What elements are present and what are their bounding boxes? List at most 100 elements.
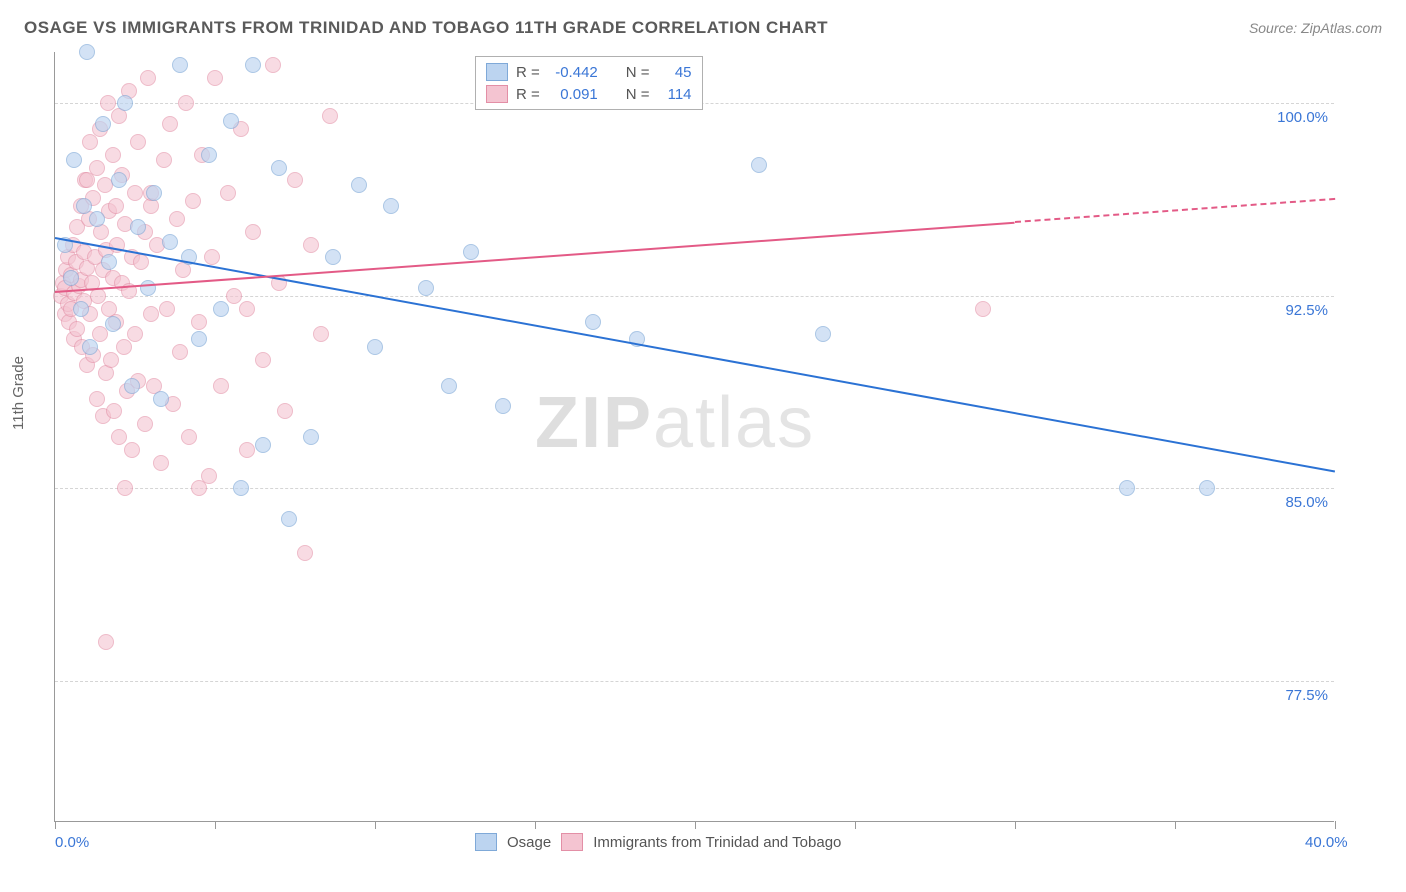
x-tick [1175, 821, 1176, 829]
gridline-h [55, 296, 1334, 297]
legend-n-value: 114 [658, 86, 692, 103]
scatter-point [76, 198, 92, 214]
scatter-point [108, 198, 124, 214]
scatter-point [239, 442, 255, 458]
legend-swatch [561, 833, 583, 851]
scatter-point [303, 237, 319, 253]
scatter-point [191, 331, 207, 347]
watermark: ZIPatlas [535, 382, 815, 464]
legend-r-value: -0.442 [548, 64, 598, 81]
scatter-point [287, 172, 303, 188]
chart-title: OSAGE VS IMMIGRANTS FROM TRINIDAD AND TO… [24, 18, 828, 38]
source-label: Source: ZipAtlas.com [1249, 20, 1382, 36]
scatter-point [105, 147, 121, 163]
y-tick-label: 100.0% [1277, 109, 1328, 126]
scatter-point [325, 249, 341, 265]
scatter-point [162, 234, 178, 250]
scatter-point [117, 95, 133, 111]
scatter-point [130, 219, 146, 235]
legend-series-label: Immigrants from Trinidad and Tobago [593, 834, 841, 851]
scatter-point [213, 378, 229, 394]
scatter-point [751, 157, 767, 173]
scatter-point [495, 398, 511, 414]
legend-n-label: N = [626, 86, 650, 103]
scatter-point [130, 134, 146, 150]
scatter-point [106, 403, 122, 419]
scatter-point [277, 403, 293, 419]
scatter-point [137, 416, 153, 432]
scatter-point [322, 108, 338, 124]
scatter-point [153, 391, 169, 407]
scatter-point [103, 352, 119, 368]
plot-area: ZIPatlas 77.5%85.0%92.5%100.0%0.0%40.0%R… [54, 52, 1334, 822]
scatter-point [133, 254, 149, 270]
scatter-point [89, 211, 105, 227]
legend-swatch [486, 63, 508, 81]
legend-stats-row: R =-0.442N =45 [486, 61, 692, 83]
legend-stats-row: R = 0.091 N = 114 [486, 83, 692, 105]
scatter-point [111, 172, 127, 188]
scatter-point [207, 70, 223, 86]
scatter-point [127, 185, 143, 201]
scatter-point [178, 95, 194, 111]
scatter-point [73, 301, 89, 317]
legend-series-label: Osage [507, 834, 551, 851]
scatter-point [95, 116, 111, 132]
scatter-point [143, 306, 159, 322]
scatter-point [162, 116, 178, 132]
scatter-point [351, 177, 367, 193]
scatter-point [181, 429, 197, 445]
scatter-point [281, 511, 297, 527]
y-tick-label: 85.0% [1285, 494, 1328, 511]
scatter-point [297, 545, 313, 561]
scatter-point [140, 70, 156, 86]
scatter-point [383, 198, 399, 214]
scatter-point [79, 172, 95, 188]
scatter-point [159, 301, 175, 317]
legend-swatch [486, 85, 508, 103]
scatter-point [585, 314, 601, 330]
scatter-point [191, 480, 207, 496]
x-tick [1015, 821, 1016, 829]
x-tick-label: 40.0% [1305, 834, 1348, 851]
legend-n-value: 45 [658, 64, 692, 81]
scatter-point [201, 147, 217, 163]
scatter-point [79, 44, 95, 60]
chart-header: OSAGE VS IMMIGRANTS FROM TRINIDAD AND TO… [24, 18, 1382, 38]
x-tick [695, 821, 696, 829]
scatter-point [116, 339, 132, 355]
legend-r-value: 0.091 [548, 86, 598, 103]
scatter-point [233, 480, 249, 496]
x-tick [375, 821, 376, 829]
scatter-point [239, 301, 255, 317]
legend-r-label: R = [516, 86, 540, 103]
scatter-point [418, 280, 434, 296]
legend-swatch [475, 833, 497, 851]
trend-line [55, 221, 1015, 292]
scatter-point [66, 152, 82, 168]
scatter-point [185, 193, 201, 209]
scatter-point [98, 634, 114, 650]
legend-series: Osage Immigrants from Trinidad and Tobago [475, 833, 841, 851]
legend-r-label: R = [516, 64, 540, 81]
scatter-point [1199, 480, 1215, 496]
scatter-point [1119, 480, 1135, 496]
scatter-point [265, 57, 281, 73]
legend-stats: R = -0.442 N = 45 R = 0.091 N = 114 [475, 56, 703, 110]
scatter-point [63, 270, 79, 286]
scatter-point [89, 391, 105, 407]
scatter-point [303, 429, 319, 445]
scatter-point [255, 437, 271, 453]
scatter-point [463, 244, 479, 260]
x-tick [855, 821, 856, 829]
x-tick [535, 821, 536, 829]
x-tick [215, 821, 216, 829]
scatter-point [815, 326, 831, 342]
y-tick-label: 77.5% [1285, 687, 1328, 704]
scatter-point [124, 442, 140, 458]
scatter-point [69, 321, 85, 337]
scatter-point [367, 339, 383, 355]
scatter-point [220, 185, 236, 201]
scatter-point [191, 314, 207, 330]
x-tick [1335, 821, 1336, 829]
